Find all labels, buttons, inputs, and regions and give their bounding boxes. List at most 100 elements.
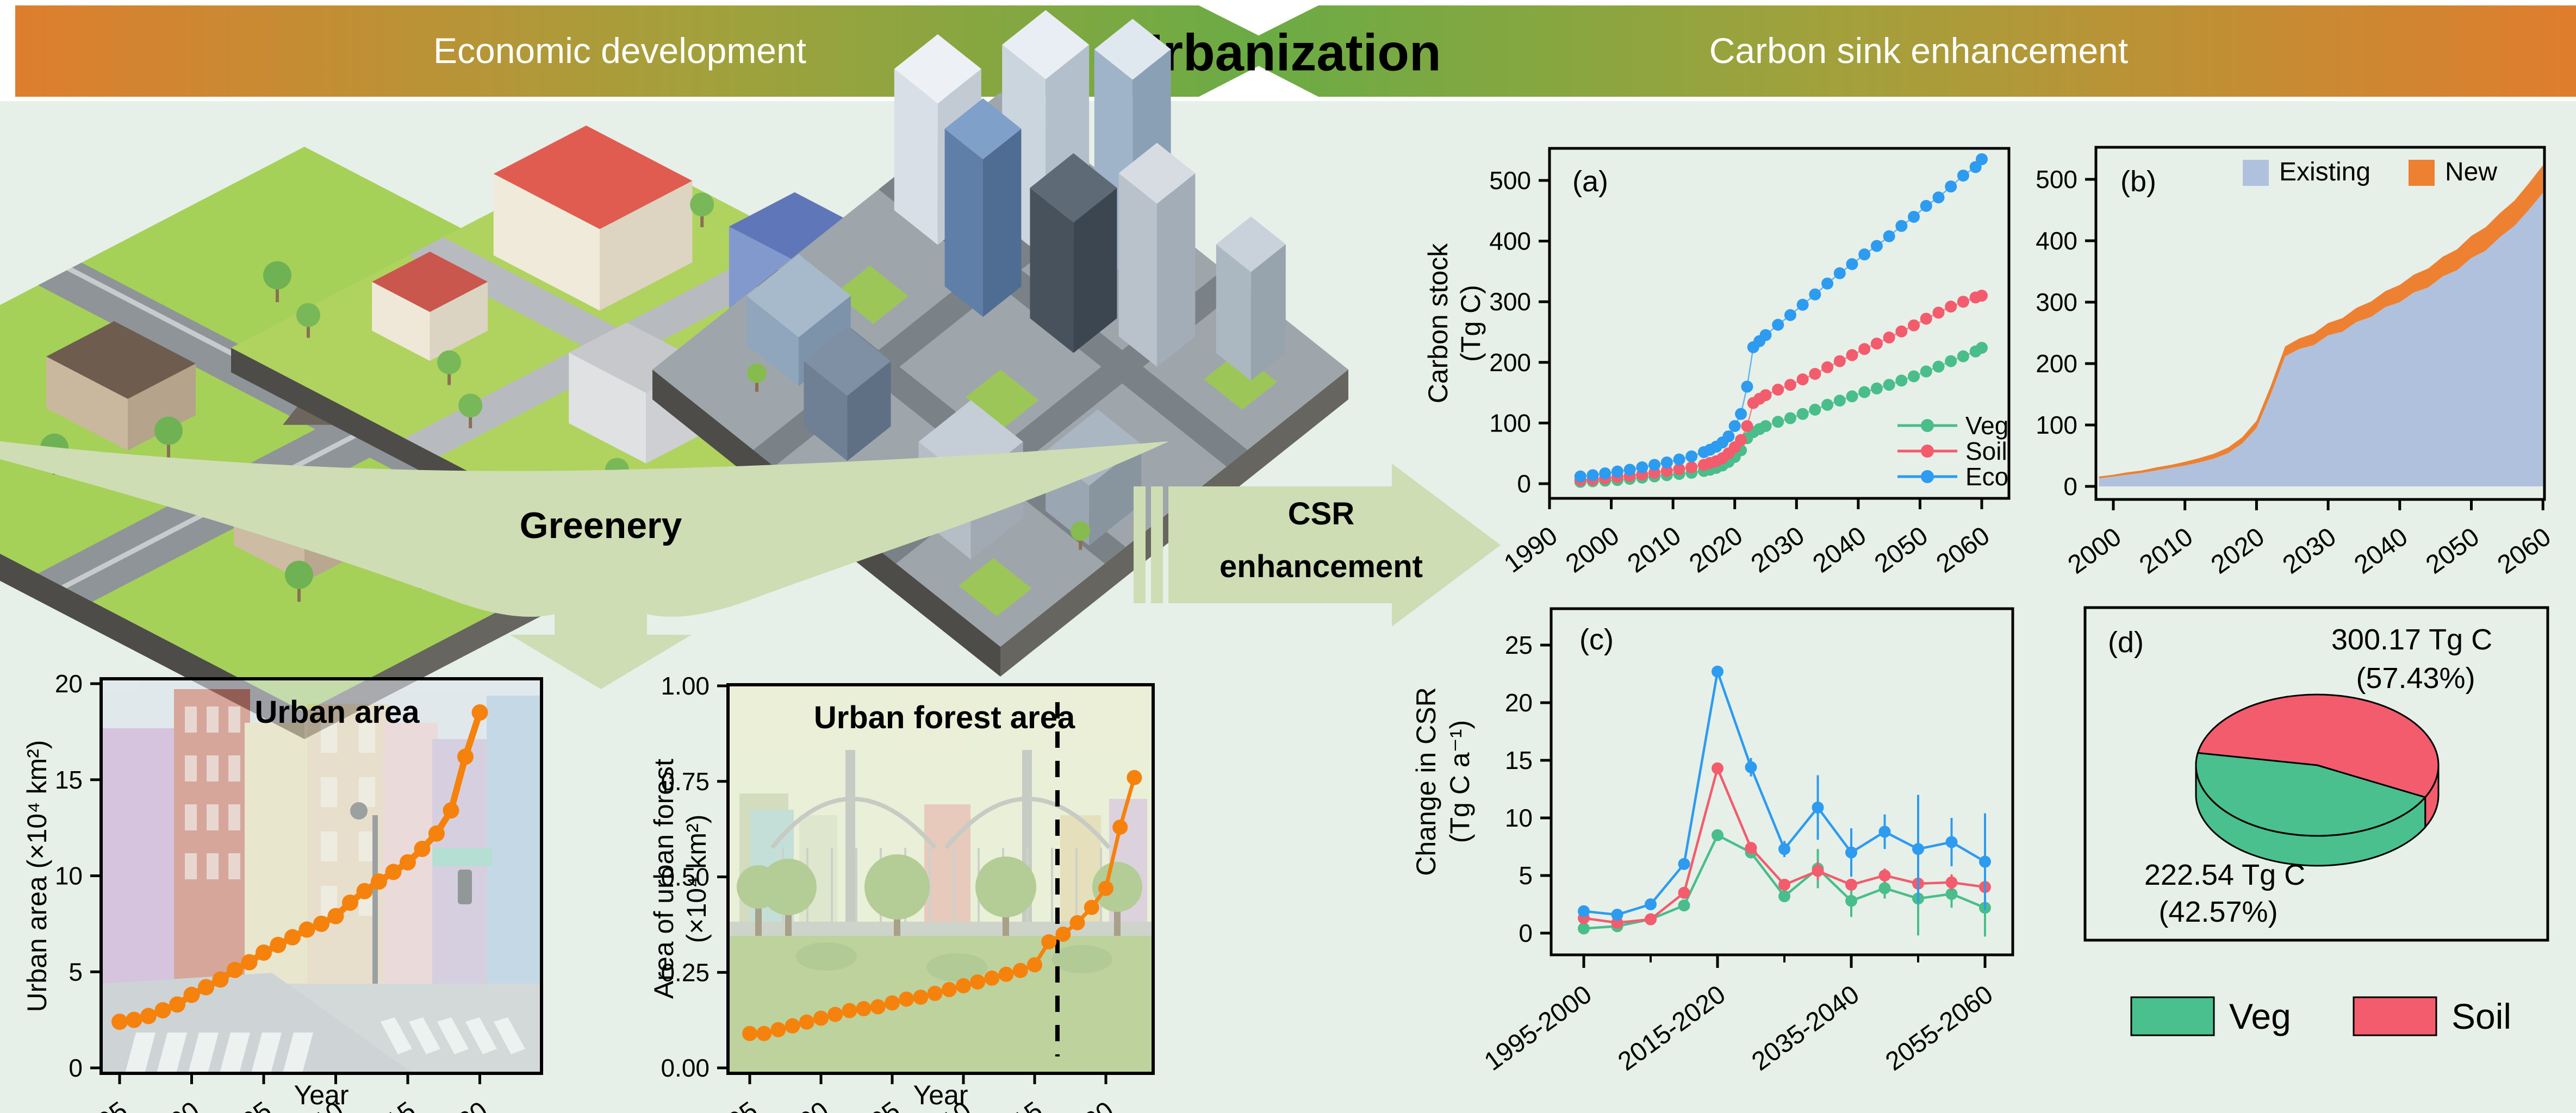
svg-text:2005: 2005 (213, 1096, 277, 1113)
panel-d-box (2083, 606, 2549, 942)
svg-text:Existing: Existing (2279, 158, 2370, 186)
banner-right-label: Carbon sink enhancement (1709, 30, 2128, 71)
panel-b-legend: Existing New (2243, 158, 2497, 186)
svg-text:2030: 2030 (1746, 521, 1810, 579)
banner-center-label: Urbanization (1125, 24, 1441, 82)
svg-text:2020: 2020 (2206, 522, 2270, 580)
svg-text:500: 500 (1489, 166, 1531, 195)
csr-stripe-2 (1151, 486, 1163, 603)
svg-text:100: 100 (1489, 409, 1531, 437)
panel-a-ylabel-2: (Tg C) (1455, 285, 1486, 362)
svg-text:2040: 2040 (2349, 522, 2413, 580)
urban-forest-ylabel-1: Area of urban forest (649, 759, 679, 999)
banner-left-label: Economic development (433, 30, 806, 71)
svg-text:2050: 2050 (1869, 521, 1933, 579)
soil-legend-label: Soil (2451, 996, 2511, 1036)
svg-text:200: 200 (2036, 349, 2077, 378)
svg-text:100: 100 (2036, 411, 2077, 439)
svg-text:20: 20 (55, 670, 83, 698)
svg-text:0.25: 0.25 (661, 958, 710, 986)
svg-text:Veg: Veg (1965, 411, 2008, 440)
svg-text:1995: 1995 (69, 1096, 133, 1113)
greenery-arrow-shape (0, 441, 1169, 689)
csr-label-line2: enhancement (1219, 549, 1423, 584)
svg-text:2000: 2000 (1560, 521, 1625, 579)
svg-text:0.75: 0.75 (661, 767, 710, 796)
svg-text:300: 300 (2036, 288, 2077, 316)
existing-new-area-series (2099, 165, 2543, 486)
svg-text:2030: 2030 (2278, 522, 2342, 580)
svg-text:400: 400 (1489, 227, 1531, 255)
svg-text:2000: 2000 (2063, 522, 2127, 580)
svg-text:2015: 2015 (984, 1096, 1048, 1113)
csr-stripe-1 (1134, 486, 1146, 603)
panel-d-pie: (d) 300.17 Tg C (57.43%) 222.54 Tg C (42… (2083, 606, 2549, 1036)
panel-a-ylabel-1: Carbon stock (1423, 243, 1453, 404)
veg-legend-label: Veg (2229, 996, 2291, 1036)
carbon-arrow-ribbon (1229, 5, 2576, 97)
svg-text:2015: 2015 (357, 1096, 421, 1113)
urban-area-series (111, 704, 488, 1030)
panel-a-label: (a) (1572, 165, 1608, 198)
carbon-pie-chart (2195, 693, 2440, 867)
greenery-arrow: Greenery (0, 441, 1169, 689)
svg-text:2060: 2060 (1931, 521, 1995, 579)
panel-b-label: (b) (2120, 165, 2156, 198)
svg-text:2040: 2040 (1808, 521, 1872, 579)
svg-text:5: 5 (69, 958, 83, 986)
panel-c-ylabel-2: (Tg C a⁻¹) (1445, 720, 1475, 843)
panel-a-carbon-stock: 0 100 200 300 400 500 199020002010202020302040… (1423, 147, 2011, 579)
svg-text:10: 10 (1505, 804, 1533, 832)
panel-c-ylabel-1: Change in CSR (1411, 687, 1441, 876)
veg-amount-label: 222.54 Tg C (2144, 859, 2305, 891)
svg-text:500: 500 (2036, 165, 2077, 193)
soil-legend-swatch (2353, 996, 2437, 1036)
svg-text:0: 0 (1519, 919, 1533, 947)
svg-text:0: 0 (1517, 470, 1531, 498)
svg-text:2060: 2060 (2492, 522, 2556, 580)
panel-c-change-in-csr: 0 5 10 15 20 25 1995-2000 2015-2020 2035-2040 205… (1411, 607, 2014, 1077)
svg-text:5: 5 (1519, 861, 1533, 890)
svg-text:2020: 2020 (1055, 1096, 1119, 1113)
urban-forest-xlabel: Year (913, 1080, 968, 1110)
svg-text:0.00: 0.00 (661, 1054, 710, 1082)
svg-text:2020: 2020 (429, 1096, 493, 1113)
urban-forest-series (742, 770, 1142, 1041)
veg-legend-swatch (2130, 996, 2215, 1036)
svg-text:2010: 2010 (2135, 522, 2199, 580)
veg-pct-label: (42.57%) (2158, 896, 2278, 928)
svg-text:0: 0 (2063, 472, 2077, 501)
soil-pct-label: (57.43%) (2356, 662, 2475, 695)
svg-text:0.50: 0.50 (661, 863, 710, 891)
svg-text:15: 15 (55, 766, 83, 794)
svg-text:New: New (2445, 158, 2497, 186)
svg-text:1995-2000: 1995-2000 (1479, 980, 1597, 1077)
urban-forest-title: Urban forest area (814, 700, 1075, 735)
svg-text:1990: 1990 (1499, 521, 1563, 579)
svg-text:2050: 2050 (2421, 522, 2485, 580)
svg-text:2000: 2000 (770, 1096, 835, 1113)
panel-c-label: (c) (1579, 623, 1614, 656)
svg-text:2055-2060: 2055-2060 (1881, 980, 1999, 1077)
urban-forest-background-scene (728, 685, 1153, 1073)
csr-enhancement-arrow: CSR enhancement (1134, 464, 1501, 627)
csr-label-line1: CSR (1288, 496, 1354, 532)
urban-area-title: Urban area (254, 695, 420, 730)
carbon-stock-series (1574, 153, 1988, 488)
svg-text:400: 400 (2036, 227, 2077, 255)
urban-area-ylabel: Urban area (×10⁴ km²) (22, 740, 52, 1012)
soil-amount-label: 300.17 Tg C (2331, 623, 2492, 656)
greenery-label: Greenery (520, 505, 682, 546)
pie-legend: Veg Soil (2130, 996, 2511, 1036)
svg-text:Eco: Eco (1965, 462, 2008, 491)
urban-forest-ylabel-2: (×10⁴ km²) (681, 815, 712, 943)
svg-text:2020: 2020 (1684, 521, 1749, 579)
svg-text:20: 20 (1505, 689, 1533, 717)
csr-change-series (1578, 665, 1991, 937)
svg-text:1995: 1995 (699, 1096, 763, 1113)
svg-text:2015-2020: 2015-2020 (1613, 980, 1731, 1077)
top-banner: Economic development Urbanization Carbon… (0, 0, 2576, 101)
urban-forest-chart: 0.000.250.500.751.0019952000200520102015… (649, 672, 1155, 1113)
